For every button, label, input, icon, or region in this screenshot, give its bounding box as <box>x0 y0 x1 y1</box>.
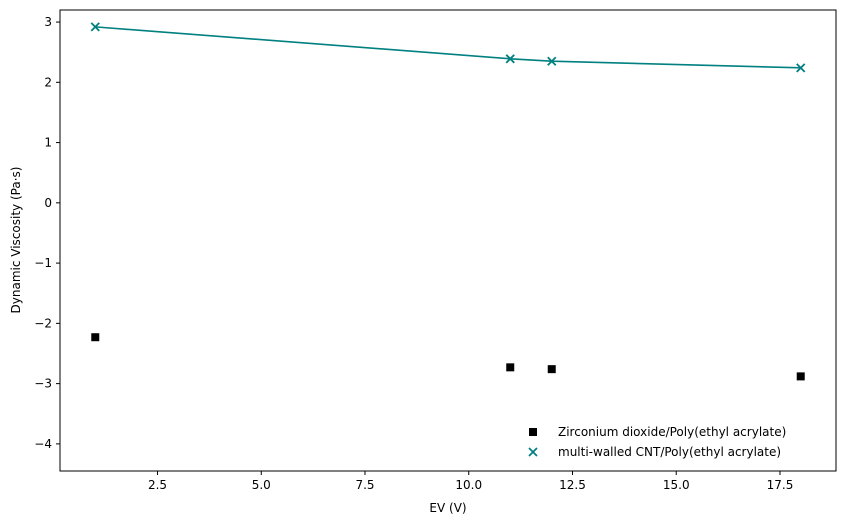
legend-swatch-x <box>528 447 538 457</box>
plot-marks <box>90 22 806 381</box>
x-tick-label: 5.0 <box>252 478 271 492</box>
x-tick-label: 17.5 <box>767 478 794 492</box>
x-marker-stroke <box>90 22 100 32</box>
legend-swatch-square <box>529 428 537 436</box>
x-marker-stroke <box>796 63 806 73</box>
x-axis-ticks: 2.5 5.0 7.5 10.0 12.5 15.0 17.5 <box>148 471 793 492</box>
y-tick-label: −4 <box>34 437 52 451</box>
x-tick-label: 12.5 <box>559 478 586 492</box>
series-1-point <box>91 333 100 342</box>
x-tick-label: 2.5 <box>148 478 167 492</box>
x-marker-stroke <box>505 54 515 64</box>
series-1-point <box>506 363 515 372</box>
y-tick-label: 2 <box>44 75 52 89</box>
y-tick-label: −3 <box>34 377 52 391</box>
y-tick-label: 3 <box>44 15 52 29</box>
series-2-line <box>95 26 801 69</box>
plot-frame <box>59 9 837 472</box>
legend-label: Zirconium dioxide/Poly(ethyl acrylate) <box>558 425 786 439</box>
y-tick-label: 1 <box>44 136 52 150</box>
series-2-point <box>505 54 515 64</box>
y-tick-label: −1 <box>34 256 52 270</box>
legend-label: multi-walled CNT/Poly(ethyl acrylate) <box>558 445 781 459</box>
y-tick-label: 0 <box>44 196 52 210</box>
x-tick-label: 10.0 <box>455 478 482 492</box>
series-2-point <box>796 63 806 73</box>
x-marker-stroke <box>528 447 538 457</box>
x-marker-stroke <box>547 56 557 66</box>
legend: Zirconium dioxide/Poly(ethyl acrylate) mu… <box>528 425 786 459</box>
series-2-point <box>547 56 557 66</box>
x-axis-label: EV (V) <box>429 501 466 515</box>
y-axis-label: Dynamic Viscosity (Pa·s) <box>9 167 23 314</box>
x-tick-label: 15.0 <box>663 478 690 492</box>
x-tick-label: 7.5 <box>355 478 374 492</box>
series-1-point <box>547 365 556 374</box>
y-tick-label: −2 <box>34 316 52 330</box>
series-1-point <box>796 372 805 381</box>
series-2-point <box>90 22 100 32</box>
y-axis-ticks: 3 2 1 0 −1 −2 −3 −4 <box>34 15 60 451</box>
